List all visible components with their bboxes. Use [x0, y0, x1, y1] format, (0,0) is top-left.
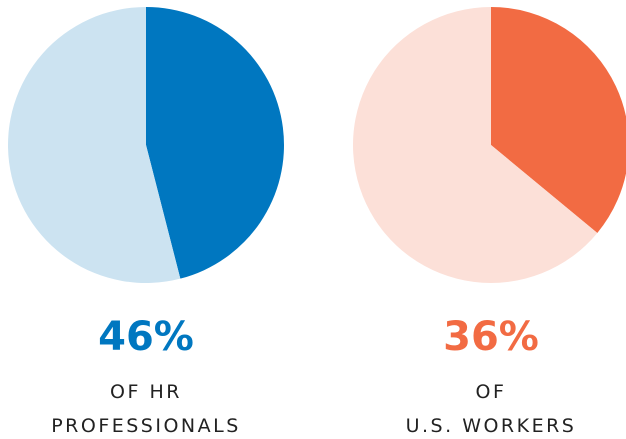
value-label: 36%: [443, 314, 539, 360]
caption: U.S. WORKERS: [406, 415, 577, 437]
caption: OF: [476, 381, 507, 403]
pie-slice: [491, 7, 626, 233]
pie-slice: [353, 7, 598, 283]
caption: PROFESSIONALS: [51, 415, 241, 437]
pie-slice: [146, 7, 285, 279]
value-label: 46%: [98, 314, 194, 360]
pie-slice: [8, 7, 181, 283]
caption: OF HR: [110, 381, 182, 403]
